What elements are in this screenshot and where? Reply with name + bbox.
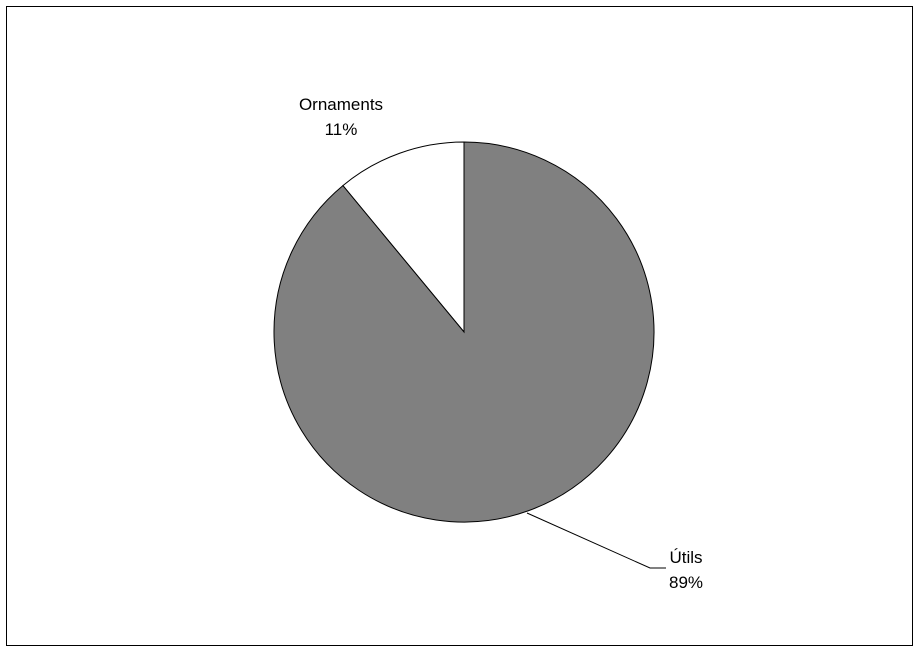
leader-line-utils <box>526 512 666 569</box>
slice-labels: Ornaments 11% Útils 89% <box>299 95 703 592</box>
pie-slice-utils <box>273 141 655 523</box>
pie-slice-ornaments <box>342 141 465 334</box>
leader-lines <box>526 512 666 569</box>
slice-label-ornaments-name: Ornaments <box>299 95 383 114</box>
slice-label-utils-value: 89% <box>669 573 703 592</box>
pie-slices <box>273 141 655 523</box>
slice-label-utils-name: Útils <box>669 548 702 567</box>
slice-label-ornaments-value: 11% <box>325 120 358 139</box>
